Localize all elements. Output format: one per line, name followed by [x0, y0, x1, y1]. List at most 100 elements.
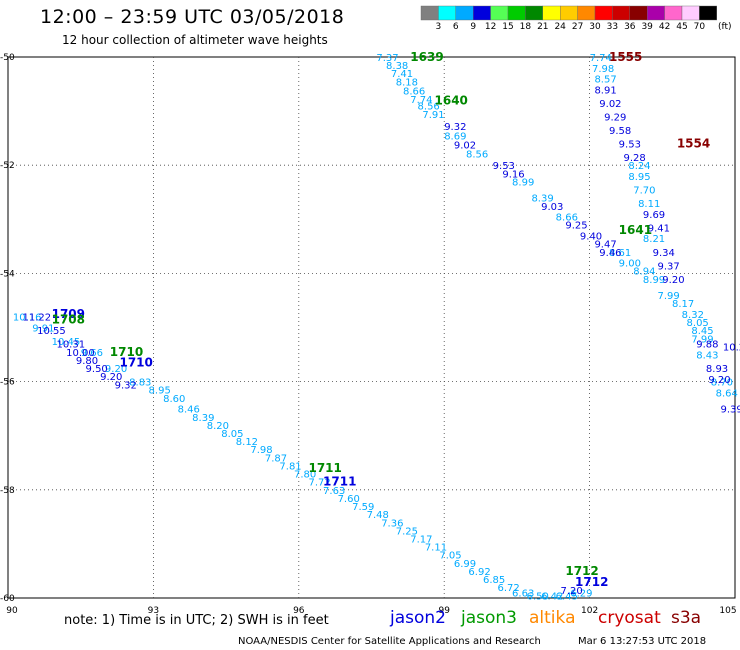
- color-swatch: [420, 5, 439, 21]
- wave-height-value: 9.69: [643, 210, 665, 221]
- wave-height-value: 9.46: [599, 248, 621, 259]
- wave-height-value: 9.88: [696, 340, 718, 351]
- wave-height-value: 8.93: [706, 364, 728, 375]
- wave-height-value: 8.17: [672, 299, 694, 310]
- wave-height-value: 7.60: [338, 494, 360, 505]
- legend-item-cryosat: cryosat: [598, 608, 661, 628]
- wave-height-value: 8.64: [716, 388, 738, 399]
- legend-item-s3a: s3a: [671, 608, 702, 628]
- wave-height-value: 8.12: [236, 437, 258, 448]
- track-label: 1712: [575, 575, 608, 589]
- y-tick-label: -58: [0, 486, 15, 496]
- y-tick-label: -60: [0, 594, 15, 604]
- wave-height-value: 7.91: [422, 110, 444, 121]
- y-tick-label: -50: [0, 53, 15, 63]
- color-scale-label: 9: [470, 22, 477, 32]
- wave-height-value: 9.47: [594, 240, 616, 251]
- wave-height-value: 9.32: [115, 380, 137, 391]
- wave-height-value: 9.34: [653, 248, 675, 259]
- wave-height-value: 8.11: [638, 199, 660, 210]
- color-swatch: [525, 5, 544, 21]
- track-label: 1711: [308, 461, 341, 475]
- track-label: 1708: [52, 312, 85, 326]
- wave-height-value: 10.31: [56, 340, 85, 351]
- y-tick-label: -54: [0, 269, 15, 279]
- track-label: 1711: [323, 475, 356, 489]
- wave-height-value: 7.20: [561, 586, 583, 597]
- wave-height-value: 7.17: [410, 534, 432, 545]
- track-label: 1709: [52, 307, 85, 321]
- wave-height-value: 8.56: [466, 149, 488, 160]
- wave-height-value: 8.69: [444, 131, 466, 142]
- color-scale-label: 3: [435, 22, 442, 32]
- color-swatch: [629, 5, 648, 21]
- color-swatch: [664, 5, 683, 21]
- timestamp-text: Mar 6 13:27:53 UTC 2018: [578, 636, 707, 647]
- wave-height-value: 8.21: [643, 234, 665, 245]
- wave-height-value: 9.03: [541, 202, 563, 213]
- wave-height-value: 7.11: [425, 543, 447, 554]
- wave-height-value: 8.18: [396, 77, 418, 88]
- wave-height-value: 8.20: [207, 421, 229, 432]
- wave-height-value: 7.37: [376, 53, 398, 64]
- track-label: 1640: [435, 93, 468, 107]
- footnote: note: 1) Time is in UTC; 2) SWH is in fe…: [64, 613, 329, 628]
- wave-height-value: 9.20: [662, 275, 684, 286]
- track-label: 1712: [565, 564, 598, 578]
- plot-frame: [7, 56, 736, 599]
- wave-height-value: 10.55: [37, 326, 66, 337]
- wave-height-value: 6.85: [483, 575, 505, 586]
- wave-height-value: 8.32: [682, 310, 704, 321]
- wave-height-value: 8.95: [628, 172, 650, 183]
- wave-height-value: 7.99: [691, 334, 713, 345]
- wave-height-value: 6.50: [527, 591, 549, 602]
- wave-height-value: 8.05: [687, 318, 709, 329]
- wave-height-value: 7.98: [592, 64, 614, 75]
- color-scale-label: 39: [641, 22, 653, 32]
- wave-height-value: 7.41: [391, 69, 413, 80]
- color-scale-label: 27: [571, 22, 584, 32]
- wave-height-value: 8.60: [163, 394, 185, 405]
- wave-height-value: 7.05: [439, 551, 461, 562]
- wave-height-value: 8.56: [418, 102, 440, 113]
- wave-height-value: 8.61: [609, 248, 631, 259]
- color-swatch: [681, 5, 700, 21]
- color-scale-label: 18: [519, 22, 532, 32]
- track-label: 1641: [619, 223, 652, 237]
- track-label: 1554: [677, 137, 710, 151]
- wave-height-value: 7.25: [396, 526, 418, 537]
- wave-height-value: 9.53: [493, 161, 515, 172]
- x-tick-label: 102: [581, 606, 598, 616]
- color-swatch: [507, 5, 526, 21]
- color-scale-label: 15: [502, 22, 514, 32]
- color-scale-label: 42: [658, 22, 671, 32]
- color-swatch: [647, 5, 665, 21]
- wave-height-value: 7.99: [657, 291, 679, 302]
- color-swatch: [542, 5, 561, 21]
- wave-height-value: 7.63: [323, 486, 345, 497]
- wave-height-value: 8.99: [643, 275, 665, 286]
- color-swatch: [612, 5, 631, 21]
- wave-height-value: 8.46: [178, 405, 200, 416]
- color-scale-label: 33: [606, 22, 619, 32]
- chart-title: 12:00 – 23:59 UTC 03/05/2018: [40, 6, 345, 28]
- wave-height-value: 8.66: [556, 213, 578, 224]
- wave-height-value: 6.92: [468, 567, 490, 578]
- wave-height-value: 9.20: [708, 375, 730, 386]
- wave-height-value: 6.29: [570, 589, 592, 600]
- wave-height-value: 7.72: [308, 478, 330, 489]
- color-scale-bar: [420, 5, 718, 21]
- x-tick-label: 99: [438, 606, 450, 616]
- wave-height-value: 6.72: [498, 583, 520, 594]
- y-tick-label: -56: [0, 378, 15, 388]
- wave-height-value: 7.70: [633, 186, 655, 197]
- wave-height-value: 9.20: [105, 364, 127, 375]
- wave-height-value: 8.70: [711, 378, 733, 389]
- color-scale-units: (ft): [718, 22, 732, 32]
- x-tick-label: 93: [148, 606, 159, 616]
- wave-height-value: 9.00: [619, 259, 641, 270]
- wave-height-value: 7.87: [265, 453, 287, 464]
- wave-height-value: 9.41: [648, 223, 670, 234]
- color-swatch: [455, 5, 474, 21]
